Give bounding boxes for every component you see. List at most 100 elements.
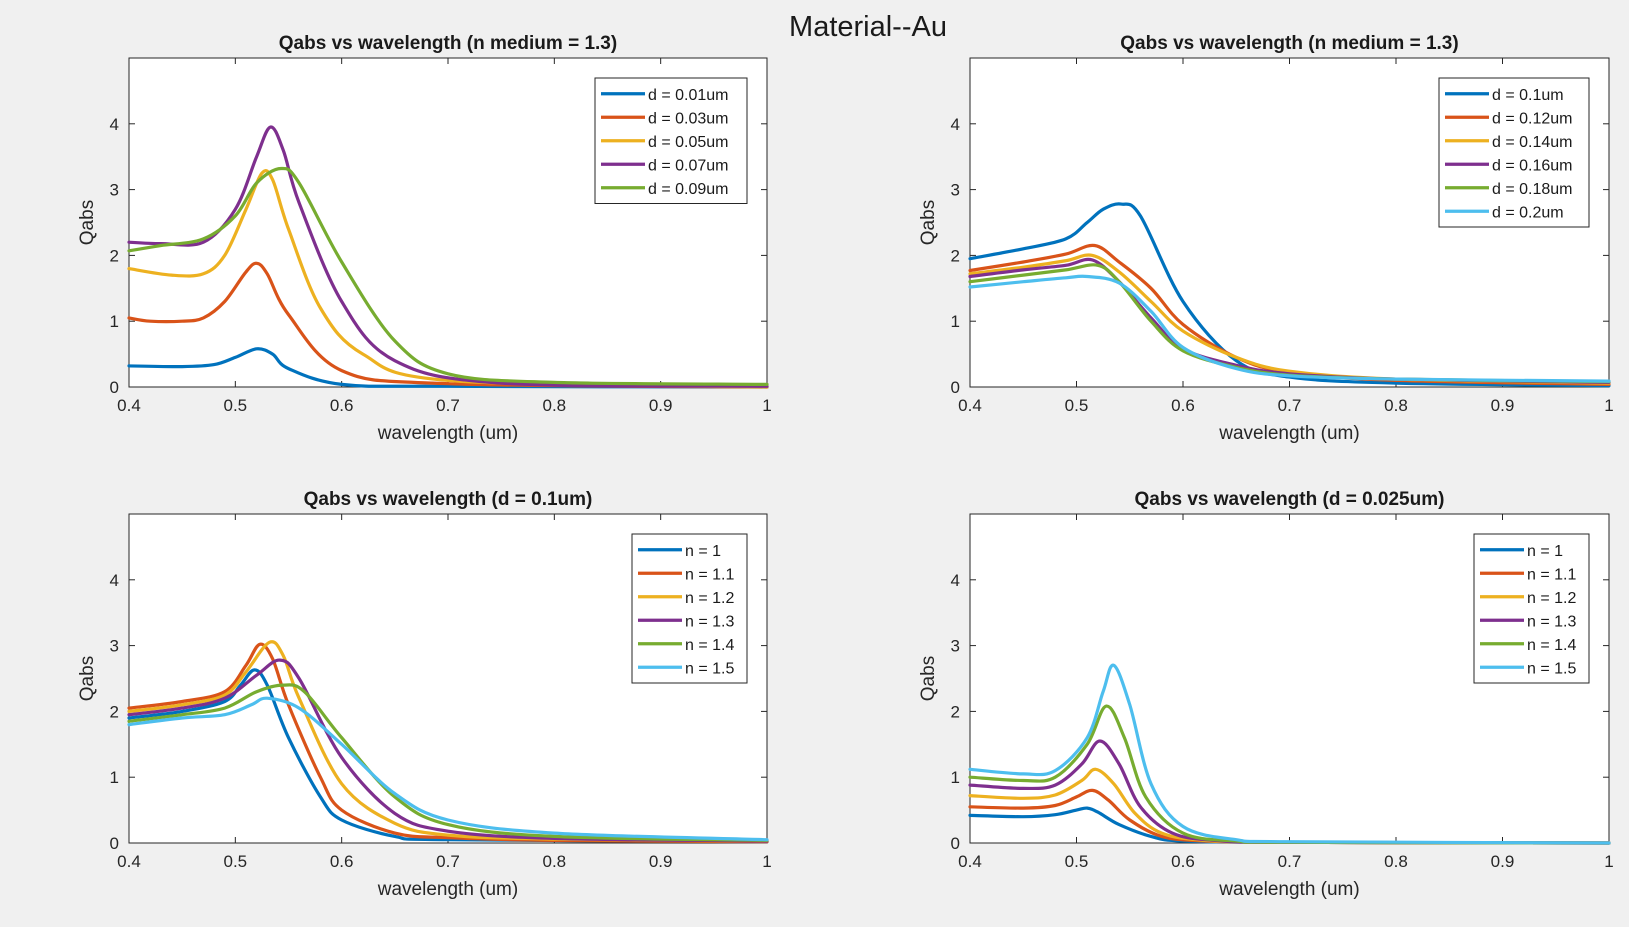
subplot-3-ylabel: Qabs xyxy=(77,656,98,701)
y-tick-label: 0 xyxy=(951,378,960,397)
subplot-4-legend: n = 1 n = 1.1 n = 1.2 n = 1.3 n = 1.4 n = 1.5 xyxy=(1473,533,1590,684)
x-tick-label: 0.5 xyxy=(224,852,248,871)
subplot-2-title: Qabs vs wavelength (n medium = 1.3) xyxy=(1120,33,1458,54)
subplot-1: Qabs vs wavelength (n medium = 1.3) 0.4 0… xyxy=(77,33,772,444)
y-tick-label: 4 xyxy=(951,571,960,590)
y-tick-label: 0 xyxy=(110,378,119,397)
subplot-2-xlabel: wavelength (um) xyxy=(1218,423,1359,444)
series-line-2 xyxy=(127,261,769,389)
legend-box xyxy=(1438,77,1590,228)
x-tick-label: 0.4 xyxy=(117,396,141,415)
y-tick-label: 3 xyxy=(951,637,960,656)
legend-entry-label: n = 1.3 xyxy=(685,613,734,630)
legend-box xyxy=(1473,533,1590,684)
legend-entry-label: d = 0.14um xyxy=(1492,134,1573,151)
legend-entry-label: d = 0.07um xyxy=(648,157,729,174)
series-line-5 xyxy=(127,166,769,386)
x-tick-label: 0.9 xyxy=(649,852,673,871)
series-line-1 xyxy=(968,202,1611,388)
legend-entry-label: d = 0.12um xyxy=(1492,110,1573,127)
x-tick-label: 1 xyxy=(1604,396,1613,415)
x-tick-label: 0.9 xyxy=(1491,396,1515,415)
legend-entry-label: n = 1.1 xyxy=(685,566,734,583)
x-tick-label: 0.7 xyxy=(436,396,460,415)
x-tick-label: 0.5 xyxy=(1065,852,1089,871)
subplot-4-series xyxy=(968,663,1611,845)
subplot-2: Qabs vs wavelength (n medium = 1.3) 0.4 0… xyxy=(918,33,1614,444)
y-tick-label: 0 xyxy=(110,834,119,853)
subplot-3: Qabs vs wavelength (d = 0.1um) 0.4 0.5 0.6… xyxy=(77,489,772,900)
y-tick-label: 3 xyxy=(110,181,119,200)
x-tick-label: 0.8 xyxy=(1384,852,1408,871)
x-tick-label: 0.9 xyxy=(649,396,673,415)
subplot-1-legend: d = 0.01um d = 0.03um d = 0.05um d = 0.07um… xyxy=(594,77,748,204)
legend-entry-label: n = 1.4 xyxy=(1527,637,1576,654)
x-tick-label: 0.6 xyxy=(1171,852,1195,871)
y-tick-label: 2 xyxy=(110,702,119,721)
legend-box xyxy=(631,533,748,684)
subplot-3-xlabel: wavelength (um) xyxy=(377,879,518,900)
x-tick-label: 0.6 xyxy=(330,852,354,871)
legend-entry-label: n = 1.4 xyxy=(685,637,734,654)
series-line-1 xyxy=(127,668,769,844)
x-tick-label: 0.4 xyxy=(117,852,141,871)
legend-entry-label: d = 0.16um xyxy=(1492,157,1573,174)
legend-entry-label: d = 0.1um xyxy=(1492,87,1564,104)
subplot-4-xlabel: wavelength (um) xyxy=(1218,879,1359,900)
subplot-1-ylabel: Qabs xyxy=(77,200,98,245)
subplot-4: Qabs vs wavelength (d = 0.025um) 0.4 0.5 0… xyxy=(918,489,1614,900)
x-tick-label: 0.7 xyxy=(1278,852,1302,871)
subplot-2-series xyxy=(968,202,1611,388)
series-line-4 xyxy=(127,658,769,843)
subplot-1-xlabel: wavelength (um) xyxy=(377,423,518,444)
legend-entry-label: n = 1.3 xyxy=(1527,613,1576,630)
legend-entry-label: n = 1 xyxy=(685,543,721,560)
legend-entry-label: d = 0.05um xyxy=(648,134,729,151)
legend-entry-label: d = 0.2um xyxy=(1492,204,1564,221)
x-tick-label: 0.6 xyxy=(330,396,354,415)
x-tick-label: 0.5 xyxy=(224,396,248,415)
y-tick-label: 1 xyxy=(110,768,119,787)
subplot-2-legend: d = 0.1um d = 0.12um d = 0.14um d = 0.16um d… xyxy=(1438,77,1590,228)
legend-entry-label: d = 0.03um xyxy=(648,110,729,127)
y-tick-label: 1 xyxy=(110,312,119,331)
x-tick-label: 1 xyxy=(1604,852,1613,871)
x-tick-label: 0.9 xyxy=(1491,852,1515,871)
y-tick-label: 4 xyxy=(951,115,960,134)
subplot-1-title: Qabs vs wavelength (n medium = 1.3) xyxy=(279,33,617,54)
subplot-3-title: Qabs vs wavelength (d = 0.1um) xyxy=(304,489,593,510)
y-tick-label: 3 xyxy=(110,637,119,656)
x-tick-label: 0.7 xyxy=(1278,396,1302,415)
y-tick-label: 3 xyxy=(951,181,960,200)
subplot-3-series xyxy=(127,640,769,844)
legend-entry-label: d = 0.01um xyxy=(648,87,729,104)
legend-entry-label: n = 1.2 xyxy=(685,590,734,607)
y-tick-label: 1 xyxy=(951,312,960,331)
x-tick-label: 0.5 xyxy=(1065,396,1089,415)
series-line-6 xyxy=(968,274,1611,383)
legend-entry-label: n = 1.5 xyxy=(685,660,734,677)
x-tick-label: 1 xyxy=(762,396,771,415)
series-line-1 xyxy=(127,347,769,389)
y-tick-label: 2 xyxy=(951,702,960,721)
x-tick-label: 0.4 xyxy=(958,396,982,415)
legend-entry-label: n = 1 xyxy=(1527,543,1563,560)
x-tick-label: 0.8 xyxy=(1384,396,1408,415)
series-line-4 xyxy=(127,125,769,388)
series-line-6 xyxy=(968,663,1611,845)
subplot-4-ylabel: Qabs xyxy=(918,656,939,701)
x-tick-label: 1 xyxy=(762,852,771,871)
legend-entry-label: d = 0.09um xyxy=(648,181,729,198)
x-tick-label: 0.6 xyxy=(1171,396,1195,415)
y-tick-label: 2 xyxy=(951,246,960,265)
figure-suptitle: Material--Au xyxy=(789,11,947,43)
y-tick-label: 2 xyxy=(110,246,119,265)
y-tick-label: 4 xyxy=(110,115,119,134)
y-tick-label: 1 xyxy=(951,768,960,787)
subplot-4-title: Qabs vs wavelength (d = 0.025um) xyxy=(1135,489,1445,510)
series-line-3 xyxy=(127,169,769,389)
subplot-3-legend: n = 1 n = 1.1 n = 1.2 n = 1.3 n = 1.4 n = 1.5 xyxy=(631,533,748,684)
subplot-2-ylabel: Qabs xyxy=(918,200,939,245)
y-tick-label: 0 xyxy=(951,834,960,853)
